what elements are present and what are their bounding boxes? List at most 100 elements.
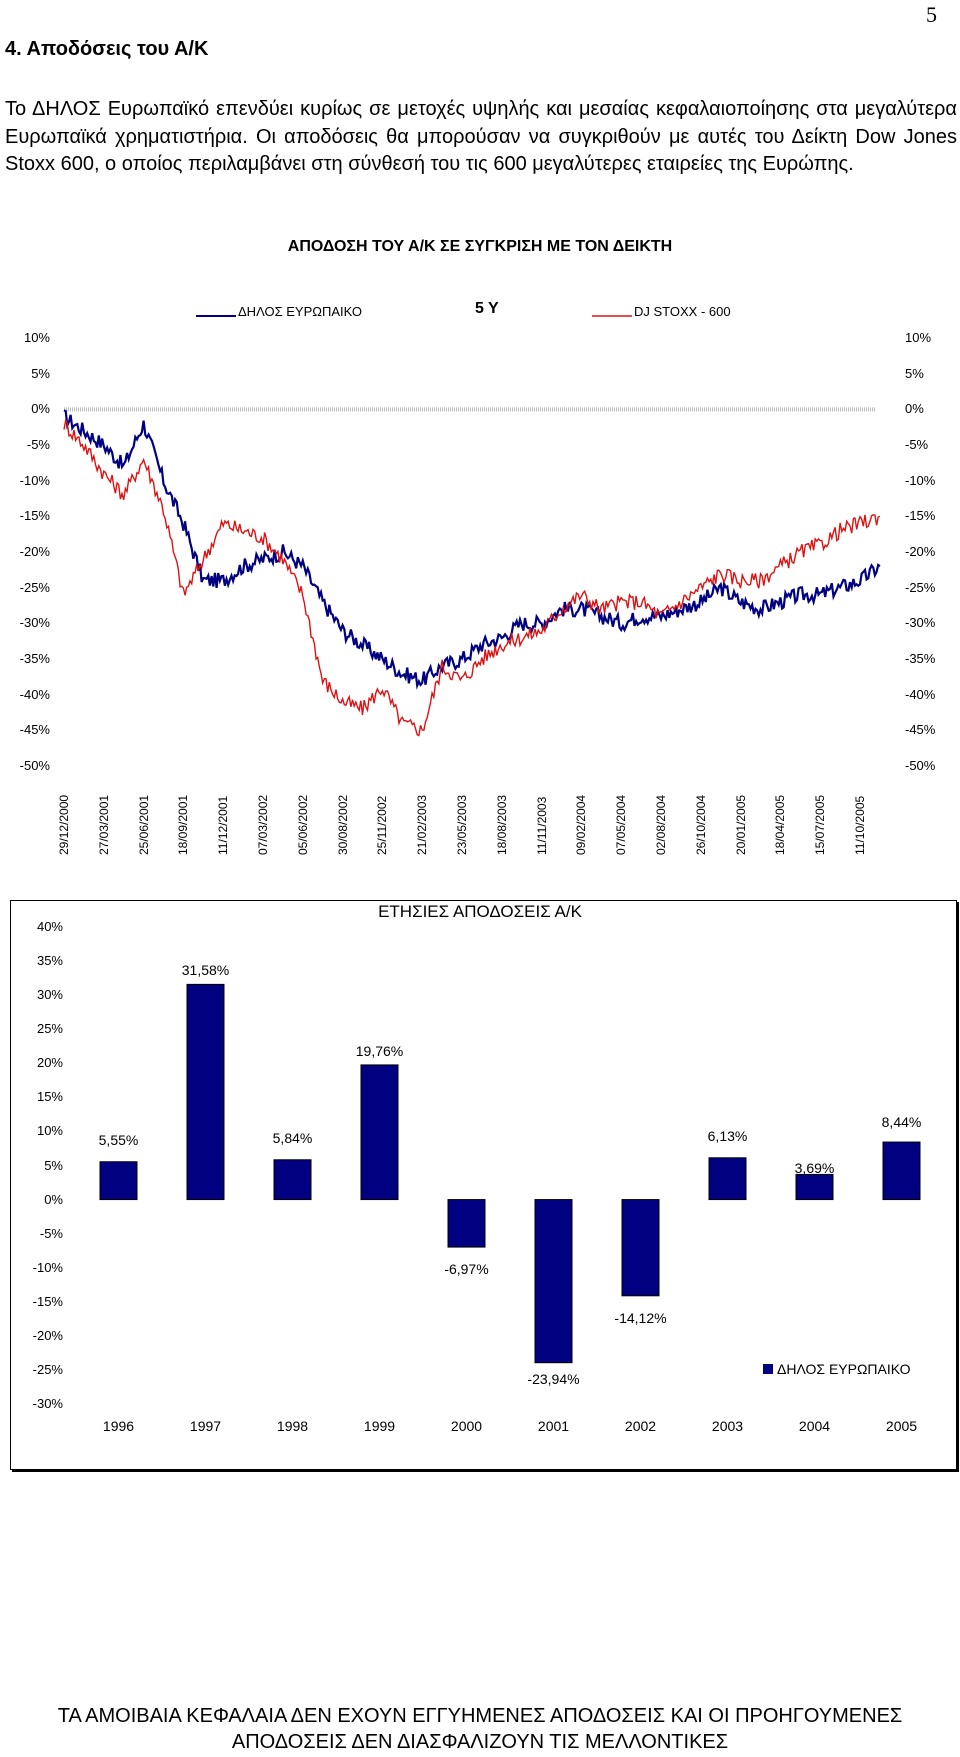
- bar-value-label: -23,94%: [527, 1370, 580, 1387]
- series-line-fund: [63, 409, 881, 690]
- bar-y-tick-label: -5%: [39, 1225, 63, 1241]
- line-x-tick-label: 21/02/2003: [415, 794, 430, 855]
- bar-2005: [882, 1141, 921, 1201]
- bar-1996: [99, 1161, 138, 1201]
- bar-y-tick-label: -30%: [32, 1396, 63, 1411]
- bar-y-tick-label: 10%: [36, 1123, 63, 1139]
- line-x-tick-label: 11/11/2003: [534, 796, 549, 855]
- period-label: 5 Y: [475, 300, 499, 317]
- line-x-tick-label: 25/11/2002: [375, 795, 390, 855]
- bar-value-label: 31,58%: [181, 962, 230, 979]
- bar-y-tick-label: -15%: [32, 1293, 63, 1309]
- line-y-tick-right: -5%: [905, 437, 929, 452]
- bar-legend-swatch: [763, 1364, 773, 1374]
- line-y-tick-right: -30%: [905, 615, 936, 631]
- line-x-tick-label: 18/04/2005: [773, 794, 788, 855]
- line-y-tick-right: 10%: [905, 330, 932, 345]
- line-y-tick-left: -45%: [19, 722, 50, 738]
- bar-1998: [273, 1159, 312, 1201]
- line-y-tick-left: -20%: [19, 544, 50, 559]
- line-x-tick-label: 15/07/2005: [813, 794, 828, 855]
- line-y-tick-left: -40%: [19, 686, 50, 702]
- bar-1999: [360, 1064, 399, 1201]
- line-x-tick-label: 30/08/2002: [335, 794, 350, 855]
- line-x-tick-label: 05/06/2002: [295, 794, 310, 855]
- bar-category-label: 2005: [885, 1418, 918, 1434]
- line-x-tick-label: 20/01/2005: [733, 794, 748, 855]
- bar-2000: [447, 1199, 486, 1248]
- line-y-tick-right: -10%: [905, 472, 936, 488]
- line-x-tick-label: 26/10/2004: [693, 794, 708, 855]
- line-x-tick-label: 07/05/2004: [614, 794, 629, 855]
- line-y-tick-right: -15%: [905, 508, 936, 524]
- bar-chart-title: ΕΤΗΣΙΕΣ ΑΠΟΔΟΣΕΙΣ Α/Κ: [378, 902, 582, 921]
- line-y-tick-left: -35%: [19, 651, 50, 666]
- line-y-tick-left: -25%: [19, 579, 50, 595]
- line-y-tick-right: -35%: [905, 651, 936, 666]
- bar-category-label: 2004: [798, 1418, 831, 1434]
- line-y-tick-left: -30%: [19, 615, 50, 631]
- bar-2003: [708, 1157, 747, 1201]
- bar-2002: [621, 1199, 660, 1297]
- bar-y-tick-label: -20%: [32, 1327, 63, 1343]
- footer-disclaimer-line1: ΤΑ ΑΜΟΙΒΑΙΑ ΚΕΦΑΛΑΙΑ ΔΕΝ ΕΧΟΥΝ ΕΓΓΥΗΜΕΝΕ…: [57, 1705, 903, 1727]
- bar-y-tick-label: 30%: [36, 987, 63, 1003]
- bar-category-label: 1997: [189, 1418, 222, 1434]
- line-y-tick-left: -15%: [19, 508, 50, 524]
- bar-y-tick-label: 5%: [44, 1157, 63, 1173]
- bar-legend-label: ΔΗΛΟΣ ΕΥΡΩΠΑΙΚΟ: [777, 1361, 911, 1377]
- intro-paragraph: Το ΔΗΛΟΣ Ευρωπαϊκό επενδύει κυρίως σε με…: [5, 98, 957, 175]
- line-y-tick-right: -20%: [905, 544, 936, 559]
- line-y-tick-left: 10%: [23, 330, 50, 345]
- bar-value-label: 8,44%: [881, 1114, 922, 1131]
- bar-category-label: 1999: [363, 1418, 396, 1434]
- bar-category-label: 2000: [450, 1418, 483, 1434]
- line-chart-title: ΑΠΟΔΟΣΗ ΤΟΥ Α/Κ ΣΕ ΣΥΓΚΡΙΣΗ ΜΕ ΤΟΝ ΔΕΙΚΤ…: [287, 238, 673, 255]
- line-x-tick-label: 02/08/2004: [654, 794, 668, 855]
- bar-value-label: 5,55%: [98, 1131, 139, 1148]
- line-x-tick-label: 29/12/2000: [57, 794, 71, 855]
- section-heading: 4. Αποδόσεις του Α/Κ: [5, 38, 209, 60]
- bar-2001: [534, 1199, 573, 1364]
- bar-value-label: 6,13%: [707, 1127, 748, 1144]
- bar-value-label: 19,76%: [355, 1042, 404, 1059]
- bar-y-tick-label: 15%: [36, 1089, 63, 1105]
- bar-2004: [795, 1173, 834, 1201]
- bar-y-tick-label: 35%: [36, 953, 63, 969]
- bar-category-label: 1996: [102, 1418, 135, 1434]
- bar-category-label: 2003: [711, 1418, 744, 1434]
- line-x-tick-label: 23/05/2003: [455, 794, 469, 855]
- line-x-tick-label: 11/10/2005: [853, 795, 867, 855]
- page-number: 5: [926, 2, 937, 27]
- bar-value-label: -6,97%: [444, 1261, 489, 1278]
- line-x-tick-label: 07/03/2002: [256, 794, 270, 855]
- bar-y-tick-label: 20%: [36, 1055, 63, 1071]
- bar-y-tick-label: 40%: [36, 919, 63, 934]
- line-x-tick-label: 09/02/2004: [574, 794, 589, 855]
- bar-value-label: -14,12%: [614, 1309, 667, 1326]
- line-y-tick-left: -10%: [19, 472, 50, 488]
- line-x-tick-label: 11/12/2001: [216, 795, 231, 855]
- line-x-tick-label: 18/08/2003: [494, 794, 509, 855]
- bar-y-tick-label: -10%: [32, 1259, 63, 1275]
- bar-value-label: 5,84%: [272, 1129, 313, 1146]
- line-x-tick-label: 25/06/2001: [136, 794, 151, 855]
- line-y-tick-right: -50%: [905, 758, 936, 773]
- bar-value-label: 3,69%: [794, 1160, 835, 1177]
- series-line-index: [63, 417, 881, 737]
- bar-y-tick-label: 25%: [36, 1021, 63, 1037]
- bar-category-label: 2002: [624, 1418, 657, 1434]
- line-y-tick-left: -50%: [19, 758, 50, 773]
- line-y-tick-right: -40%: [905, 686, 936, 702]
- bar-category-label: 2001: [537, 1418, 570, 1434]
- bar-category-label: 1998: [276, 1418, 309, 1434]
- bar-chart-svg: [99, 983, 921, 1374]
- line-y-tick-right: 5%: [905, 365, 924, 381]
- bar-chart-frame: [10, 900, 957, 1470]
- bar-y-tick-label: 0%: [44, 1191, 63, 1207]
- line-y-tick-left: -5%: [26, 437, 50, 452]
- bar-1997: [186, 983, 225, 1201]
- line-y-tick-left: 5%: [31, 365, 50, 381]
- line-y-tick-right: 0%: [905, 401, 924, 417]
- legend-label-fund: ΔΗΛΟΣ ΕΥΡΩΠΑΙΚΟ: [238, 304, 363, 319]
